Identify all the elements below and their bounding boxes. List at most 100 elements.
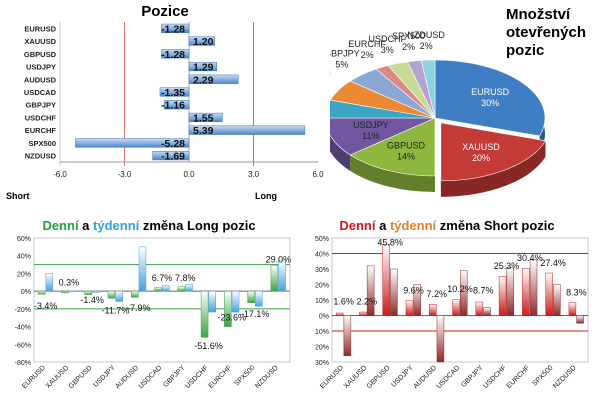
long-title-weekly: týdenní: [93, 218, 139, 233]
y-tick: 10%: [315, 298, 329, 305]
category-label: EURUSD: [319, 364, 345, 390]
open-positions-pie: EURUSD30%XAUUSD20%GBPUSD14%USDJPY11%AUDU…: [330, 0, 596, 212]
position-value: 2.29: [193, 74, 214, 86]
short-title-weekly: týdenní: [390, 218, 436, 233]
x-tick: 3.0: [248, 170, 260, 179]
pie-value: 11%: [362, 131, 379, 141]
data-label: -1.4%: [80, 295, 104, 305]
daily-bar: [178, 287, 185, 291]
daily-bar: [546, 273, 553, 315]
position-value: -5.28: [161, 138, 185, 150]
pie-value: 2%: [361, 50, 374, 60]
short-axis-label: Short: [6, 191, 30, 201]
positions-title: Pozice: [0, 3, 330, 20]
daily-bar: [108, 291, 115, 298]
daily-bar: [522, 268, 529, 315]
short-changes-chart: Denní a týdenní změna Short pozic 30% 20%…: [298, 212, 596, 405]
weekly-bar: [367, 266, 374, 316]
daily-bar: [476, 302, 483, 315]
category-label: EURUSD: [21, 364, 47, 390]
position-value: 1.29: [193, 62, 214, 74]
weekly-bar: [209, 291, 216, 312]
short-changes-title: Denní a týdenní změna Short pozic: [298, 218, 596, 233]
position-value: 5.39: [193, 125, 214, 137]
daily-bar: [271, 265, 278, 291]
weekly-bar: [390, 269, 397, 316]
x-tick: 0.0: [183, 170, 195, 179]
category-label: AUDUSD: [114, 364, 140, 390]
category-label: EURUSD: [24, 24, 56, 33]
y-tick: 0%: [319, 314, 329, 321]
data-label: 6.7%: [152, 273, 173, 283]
daily-bar: [569, 303, 576, 316]
pie-label: NZDUSD: [407, 30, 445, 40]
y-tick: 60%: [17, 236, 31, 243]
category-label: SPX500: [28, 139, 56, 148]
long-changes-title: Denní a týdenní změna Long pozic: [0, 218, 298, 233]
data-label: -51.6%: [194, 341, 223, 351]
pie-label: USDCAD: [330, 68, 331, 78]
pie-value: 30%: [481, 98, 499, 108]
weekly-bar: [139, 247, 146, 291]
y-tick: 30%: [315, 267, 329, 274]
y-tick: -60%: [15, 342, 31, 349]
y-tick: -40%: [15, 325, 31, 332]
category-label: USDJPY: [26, 63, 56, 72]
position-value: -1.28: [161, 49, 185, 61]
y-tick: 0%: [21, 289, 31, 296]
data-label: 7.8%: [175, 273, 196, 283]
category-label: XAUUSD: [343, 364, 369, 390]
y-tick: 40%: [315, 252, 329, 259]
x-tick: 6.0: [312, 170, 324, 179]
data-label: 8.3%: [566, 287, 587, 297]
long-title-and: a: [79, 218, 93, 233]
long-title-rest: změna Long pozic: [139, 218, 255, 233]
pie-label: USDJPY: [353, 120, 389, 130]
short-title-rest: změna Short pozic: [436, 218, 554, 233]
weekly-bar: [69, 291, 76, 292]
short-title-and: a: [375, 218, 389, 233]
weekly-bar: [530, 260, 537, 316]
data-label: -3.4%: [34, 301, 58, 311]
weekly-bar: [92, 291, 99, 292]
data-label: 29.0%: [266, 254, 292, 264]
data-label: 45.8%: [377, 238, 403, 248]
daily-bar: [38, 291, 45, 294]
pie-value: 2%: [402, 42, 415, 52]
category-label: USDCAD: [24, 88, 57, 97]
y-tick: 50%: [315, 236, 329, 243]
short-title-daily: Denní: [339, 218, 375, 233]
data-label: 8.7%: [473, 286, 494, 296]
pie-title: Množství otevřených pozic: [506, 6, 596, 60]
category-label: USDCAD: [138, 364, 164, 390]
weekly-bar: [279, 260, 286, 291]
category-label: AUDUSD: [24, 75, 57, 84]
position-value: 1.20: [193, 36, 214, 48]
pie-value: 14%: [397, 152, 415, 162]
long-title-daily: Denní: [42, 218, 78, 233]
weekly-bar: [162, 285, 169, 291]
daily-bar: [131, 291, 138, 297]
category-label: EURCHF: [25, 126, 57, 135]
category-label: USDCHF: [25, 113, 57, 122]
data-label: -17.1%: [241, 309, 270, 319]
y-tick: 20%: [315, 283, 329, 290]
category-label: GBPUSD: [366, 364, 392, 390]
data-label: 7.2%: [426, 289, 447, 299]
long-axis-label: Long: [255, 191, 277, 201]
pie-label: GBPUSD: [387, 141, 426, 151]
y-tick: 20%: [17, 271, 31, 278]
position-value: 1.55: [193, 112, 214, 124]
category-label: SPX500: [233, 364, 256, 387]
daily-bar: [406, 301, 413, 316]
category-label: NZDUSD: [25, 152, 57, 161]
daily-bar: [61, 291, 68, 293]
data-label: 1.6%: [333, 297, 354, 307]
category-label: XAUUSD: [24, 37, 56, 46]
y-tick: 10%: [315, 329, 329, 336]
category-label: SPX500: [531, 364, 554, 387]
category-label: EURCHF: [208, 364, 234, 390]
weekly-bar: [186, 284, 193, 291]
